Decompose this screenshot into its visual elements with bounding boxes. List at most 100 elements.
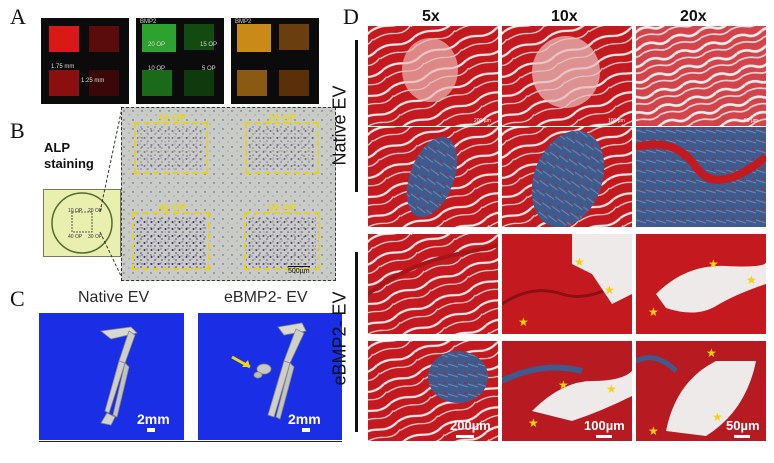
op-label: 10 OP [148, 66, 166, 72]
native-bracket [355, 40, 358, 192]
bmp2-label: BMP2 [140, 19, 157, 25]
native-10x-tile [502, 26, 632, 126]
scale-bar [456, 435, 474, 438]
ebmp2-ev-microct: 2mm [198, 313, 342, 440]
well-label-10op: 10 OP [158, 113, 187, 124]
inset-op-label: 40 OP [68, 234, 83, 240]
native-ev-microct: 2mm [39, 313, 184, 440]
bone-marker-star-icon: ★ [606, 382, 617, 396]
op-label: 15 OP [200, 42, 218, 48]
mag-10x-header: 10x [551, 8, 578, 25]
ebmp2-ev-title: eBMP2- EV [224, 289, 308, 306]
bone-marker-star-icon: ★ [648, 424, 659, 438]
ebmp2-ev-row-label: eBMP2- EV [329, 291, 350, 386]
native-limb-skeleton [100, 326, 138, 426]
merged-square [279, 24, 309, 50]
ebmp2-20x-trichrome-tile: ★ ★ ★ 50µm [636, 341, 766, 441]
scale-bar [302, 428, 310, 432]
plate-circle [51, 192, 113, 254]
scale-bar [147, 428, 155, 432]
merged-square [237, 24, 271, 52]
green-square [184, 70, 214, 96]
ct-scale-label: 2mm [288, 411, 321, 427]
green-square [184, 24, 214, 50]
bmp2-label: BMP2 [235, 19, 252, 25]
staining-label: staining [44, 156, 94, 171]
bone-marker-star-icon: ★ [712, 410, 723, 424]
bone-marker-star-icon: ★ [746, 273, 757, 287]
mag-20x-header: 20x [680, 8, 707, 25]
native-20x-trichrome-tile [636, 127, 766, 227]
green-square [142, 24, 176, 52]
bone-marker-star-icon: ★ [648, 305, 659, 319]
green-square [142, 70, 172, 96]
native-5x-tile [368, 26, 498, 126]
ebmp2-bracket [355, 252, 358, 432]
alp-staining-label: ALP staining [44, 140, 94, 172]
tiny-scale-label: 100 µm [608, 118, 625, 124]
merged-fluorescence-image: BMP2 [231, 18, 319, 104]
ebmp2-20x-tile: ★ ★ ★ [636, 234, 766, 334]
native-ev-title: Native EV [78, 289, 150, 306]
well-box-30op [244, 212, 320, 270]
ebmp2-5x-trichrome-tile: 200µm [368, 341, 498, 441]
well-label-40op: 40 OP [158, 203, 187, 214]
well-label-20op: 20 OP [268, 113, 297, 124]
dimension-label: 1.75 mm [51, 64, 75, 70]
well-box-10op [134, 122, 208, 174]
bone-marker-star-icon: ★ [528, 416, 539, 430]
plate-inset: 10 OP 20 OP 40 OP 30 OP [43, 189, 121, 257]
ct-scale-label: 2mm [137, 411, 170, 427]
merged-square [237, 70, 267, 96]
panel-a-letter: A [10, 4, 26, 29]
ebmp2-10x-trichrome-tile: ★ ★ ★ 100µm [502, 341, 632, 441]
well-label-30op: 30 OP [268, 203, 297, 214]
scale-label-50um: 50µm [726, 418, 760, 433]
bone-marker-star-icon: ★ [604, 283, 615, 297]
scale-bar [734, 435, 750, 438]
merged-square [279, 70, 309, 96]
native-20x-tile [636, 26, 766, 126]
scale-bar [596, 435, 612, 438]
panel-b-letter: B [10, 118, 25, 143]
native-10x-trichrome-tile [502, 127, 632, 227]
inset-op-label: 30 OP [88, 234, 103, 240]
tiny-scale-label: 50 µm [744, 118, 758, 124]
well-box-40op [132, 212, 210, 270]
tiny-scale-label: 200 µm [474, 118, 491, 124]
well-box-20op [245, 122, 319, 174]
scale-label-100um: 100µm [584, 418, 625, 433]
bone-marker-star-icon: ★ [518, 315, 529, 329]
red-square [49, 70, 79, 96]
red-square [49, 26, 79, 52]
bone-marker-star-icon: ★ [574, 255, 585, 269]
ebmp2-10x-tile: ★ ★ ★ [502, 234, 632, 334]
ebmp2-limb-skeleton [231, 322, 307, 420]
alp-scale-bar: 500µm [288, 266, 310, 275]
op-label: 5 OP [202, 66, 216, 72]
native-5x-trichrome-tile [368, 127, 498, 227]
inset-op-label: 20 OP [88, 208, 103, 214]
inset-op-label: 10 OP [68, 208, 83, 214]
op-label: 20 OP [148, 42, 166, 48]
scale-label-200um: 200µm [450, 418, 491, 433]
panel-c-baseline [39, 441, 342, 442]
red-square [89, 70, 119, 96]
alp-stain-texture [122, 108, 335, 280]
mag-5x-header: 5x [422, 8, 440, 25]
red-square [89, 26, 119, 52]
native-ev-row-label: Native EV [329, 85, 350, 166]
bone-marker-star-icon: ★ [558, 378, 569, 392]
ebmp2-5x-tile [368, 234, 498, 334]
green-fluorescence-image: BMP2 20 OP 15 OP 10 OP 5 OP [136, 18, 224, 104]
bone-marker-star-icon: ★ [708, 257, 719, 271]
dimension-label: 1.25 mm [81, 78, 105, 84]
bone-marker-star-icon: ★ [706, 346, 717, 360]
alp-stained-plate: 10 OP 20 OP 40 OP 30 OP 500µm [121, 107, 336, 281]
alp-label: ALP [44, 140, 70, 155]
panel-d-letter: D [343, 4, 359, 29]
panel-c-letter: C [10, 286, 25, 311]
red-fluorescence-image: 1.75 mm 1.25 mm [41, 18, 129, 104]
